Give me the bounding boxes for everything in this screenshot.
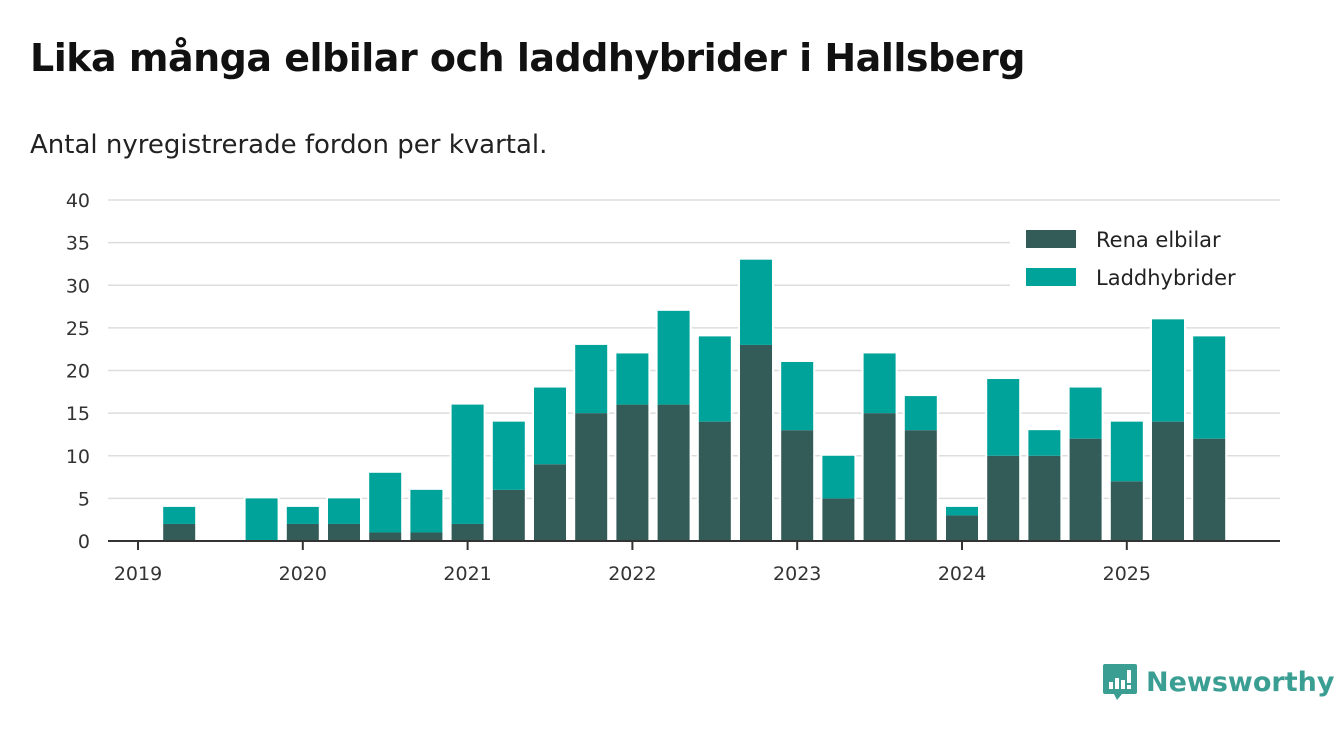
- bar-rena-elbilar-2024Q4: [1069, 438, 1102, 541]
- chart-subtitle: Antal nyregistrerade fordon per kvartal.: [30, 130, 548, 160]
- bar-laddhybrider-2025Q2: [1152, 319, 1184, 422]
- bar-laddhybrider-2023Q3: [863, 353, 896, 414]
- bar-laddhybrider-2019Q2: [163, 506, 196, 524]
- bar-rena-elbilar-2021Q2: [492, 489, 525, 541]
- bar-rena-elbilar-2021Q3: [534, 464, 566, 541]
- bar-laddhybrider-2024Q4: [1069, 387, 1102, 439]
- bar-rena-elbilar-2022Q4: [740, 344, 772, 541]
- bar-laddhybrider-2022Q2: [657, 310, 690, 405]
- y-tick-label: 35: [66, 233, 90, 255]
- bar-laddhybrider-2025Q3: [1193, 336, 1226, 439]
- y-tick-label: 20: [66, 361, 90, 383]
- bar-rena-elbilar-2023Q3: [863, 413, 896, 541]
- y-tick-label: 30: [66, 275, 90, 297]
- bar-laddhybrider-2025Q1: [1110, 421, 1143, 482]
- bar-laddhybrider-2021Q4: [575, 344, 608, 414]
- x-tick-label: 2020: [279, 563, 327, 585]
- bar-rena-elbilar-2025Q3: [1193, 438, 1226, 541]
- bar-laddhybrider-2024Q1: [946, 506, 978, 516]
- x-tick-label: 2025: [1103, 563, 1151, 585]
- newsworthy-logo: Newsworthy: [1102, 662, 1334, 702]
- bar-laddhybrider-2023Q4: [904, 396, 937, 431]
- bar-laddhybrider-2023Q1: [781, 361, 814, 431]
- x-tick-label: 2019: [114, 563, 162, 585]
- bar-rena-elbilar-2021Q4: [575, 413, 608, 541]
- bar-rena-elbilar-2022Q3: [698, 421, 731, 541]
- legend-swatch-1: [1026, 268, 1076, 286]
- bar-laddhybrider-2020Q1: [286, 506, 319, 524]
- bar-rena-elbilar-2020Q4: [410, 532, 443, 541]
- bar-rena-elbilar-2024Q2: [987, 455, 1020, 541]
- bar-rena-elbilar-2022Q1: [616, 404, 649, 541]
- bar-laddhybrider-2021Q3: [534, 387, 566, 465]
- bar-rena-elbilar-2022Q2: [657, 404, 690, 541]
- bar-laddhybrider-2021Q2: [492, 421, 525, 490]
- newsworthy-logo-icon: [1103, 664, 1137, 700]
- y-tick-label: 25: [66, 318, 90, 340]
- bar-rena-elbilar-2021Q1: [451, 523, 484, 541]
- bar-laddhybrider-2024Q2: [987, 379, 1020, 456]
- bar-laddhybrider-2020Q4: [410, 489, 443, 533]
- x-tick-label: 2021: [443, 563, 491, 585]
- bar-laddhybrider-2023Q2: [822, 455, 855, 499]
- bar-rena-elbilar-2024Q3: [1028, 455, 1061, 541]
- y-tick-label: 5: [78, 488, 90, 510]
- bar-rena-elbilar-2023Q2: [822, 498, 855, 541]
- x-tick-label: 2024: [938, 563, 986, 585]
- brand-name: Newsworthy: [1146, 666, 1335, 698]
- legend-label: Laddhybrider: [1096, 266, 1236, 290]
- y-tick-label: 40: [66, 190, 90, 212]
- bar-laddhybrider-2022Q3: [698, 336, 731, 422]
- bar-laddhybrider-2019Q4: [245, 498, 278, 541]
- bar-laddhybrider-2020Q3: [369, 472, 402, 533]
- x-tick-label: 2022: [608, 563, 656, 585]
- bar-laddhybrider-2020Q2: [328, 498, 360, 524]
- bar-rena-elbilar-2019Q2: [163, 523, 196, 541]
- y-tick-label: 0: [78, 531, 90, 553]
- y-tick-label: 15: [66, 403, 90, 425]
- bar-rena-elbilar-2025Q1: [1110, 481, 1143, 541]
- bar-laddhybrider-2021Q1: [451, 404, 484, 524]
- legend-label: Rena elbilar: [1096, 228, 1221, 252]
- bar-rena-elbilar-2025Q2: [1152, 421, 1184, 541]
- legend-swatch-0: [1026, 230, 1076, 248]
- bar-laddhybrider-2024Q3: [1028, 430, 1061, 456]
- x-tick-label: 2023: [773, 563, 821, 585]
- bar-rena-elbilar-2020Q2: [328, 523, 360, 541]
- y-tick-label: 10: [66, 446, 90, 468]
- bar-laddhybrider-2022Q4: [740, 259, 772, 345]
- bar-rena-elbilar-2023Q1: [781, 430, 814, 541]
- bar-rena-elbilar-2024Q1: [946, 515, 978, 541]
- bar-laddhybrider-2022Q1: [616, 353, 649, 405]
- bar-rena-elbilar-2023Q4: [904, 430, 937, 541]
- chart-title: Lika många elbilar och laddhybrider i Ha…: [30, 36, 1025, 80]
- bar-rena-elbilar-2020Q3: [369, 532, 402, 541]
- bar-rena-elbilar-2020Q1: [286, 523, 319, 541]
